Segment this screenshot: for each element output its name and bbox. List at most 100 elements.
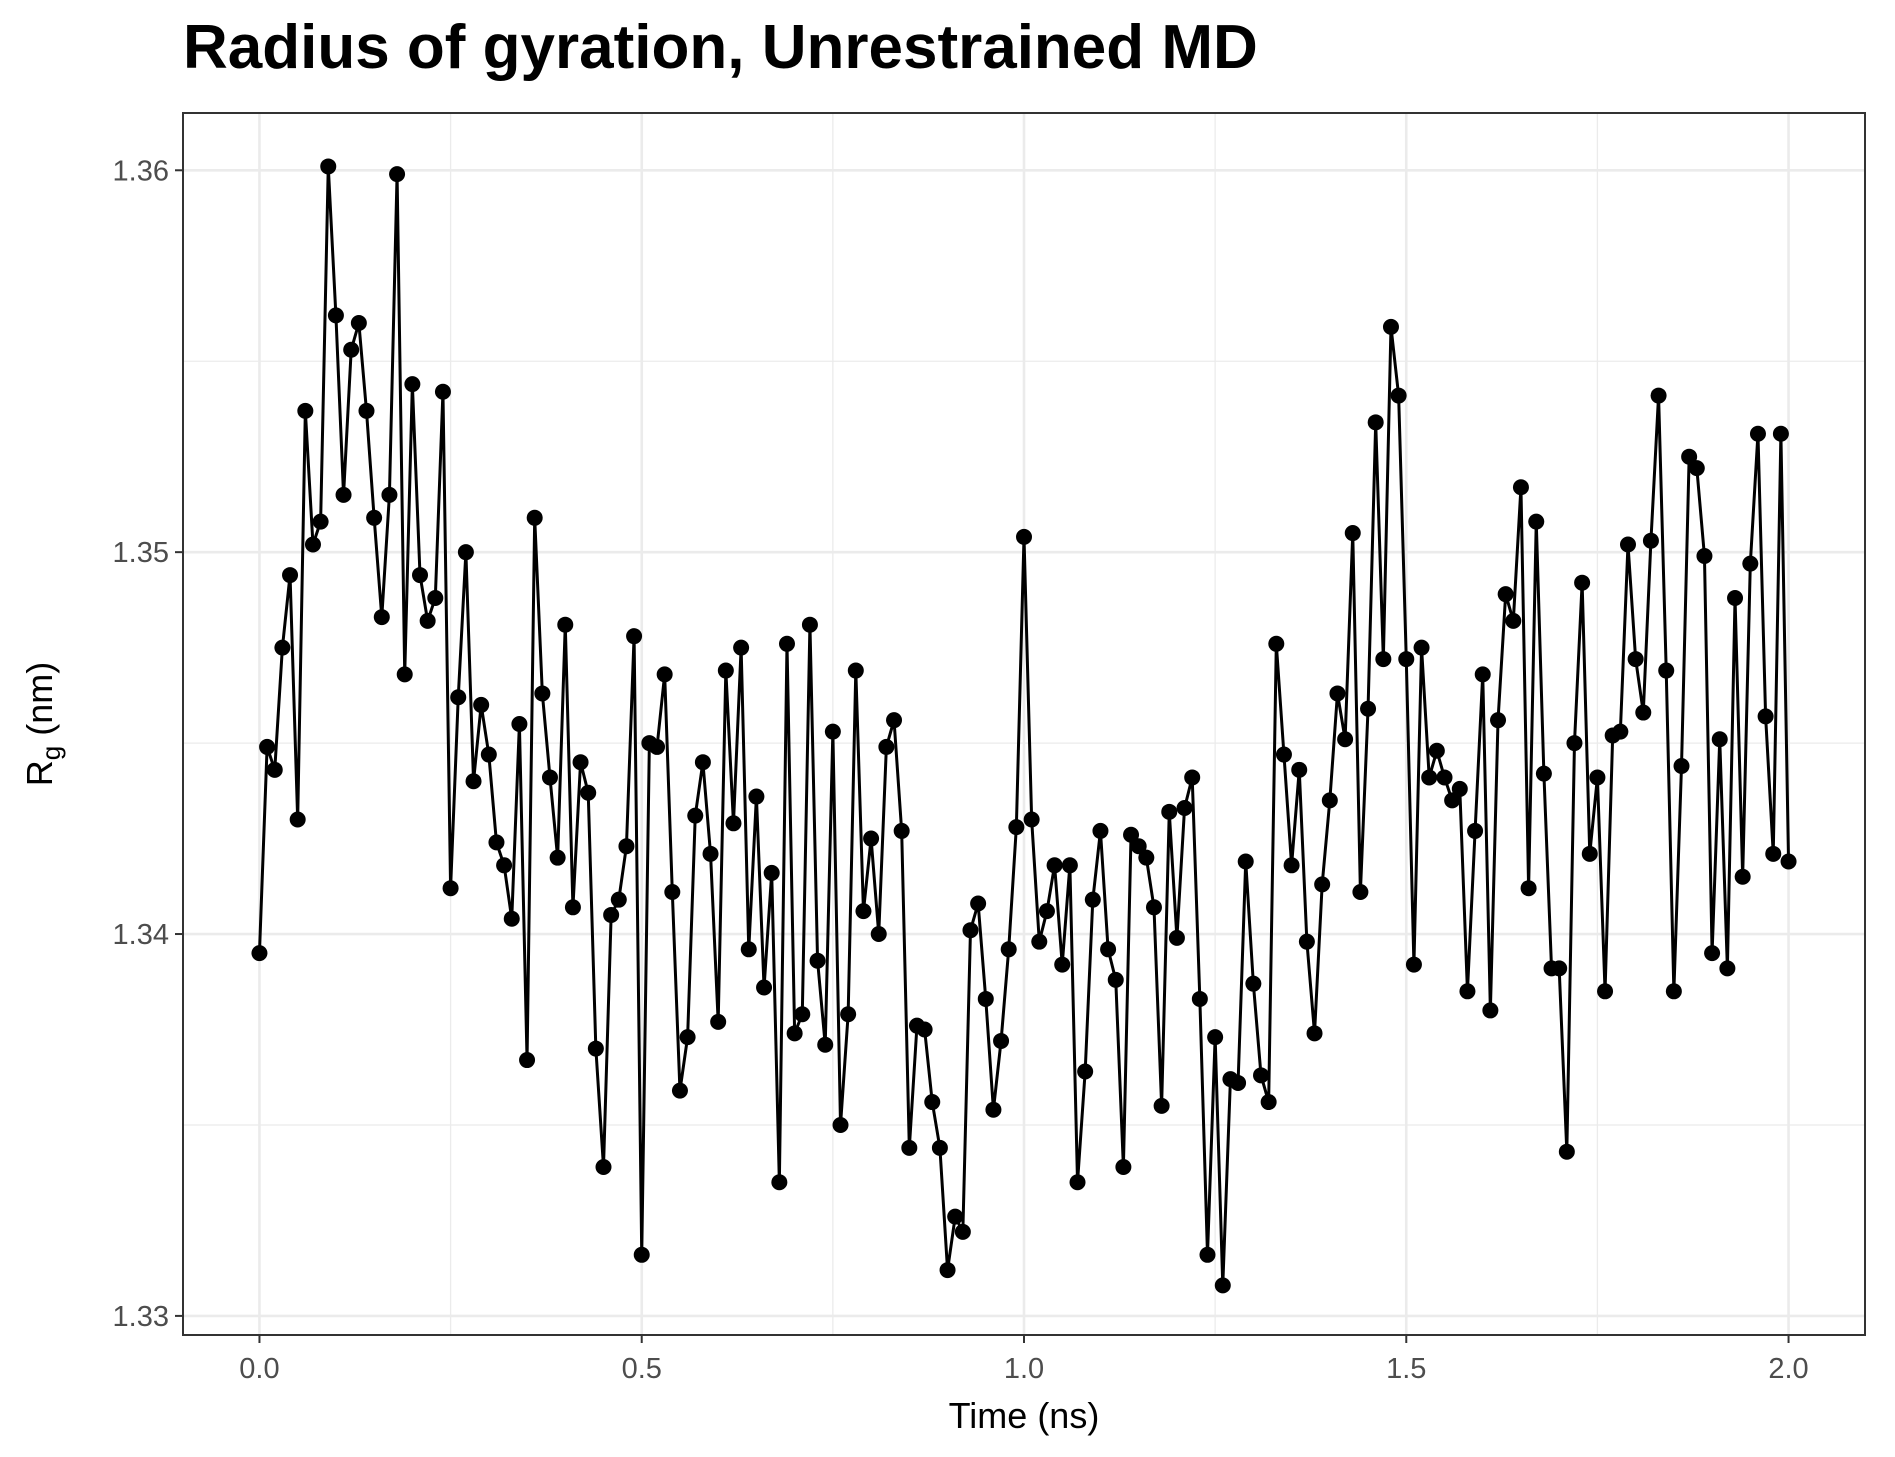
data-point [259, 738, 276, 755]
data-point [947, 1208, 964, 1225]
data-point [564, 899, 581, 916]
data-point [1505, 612, 1522, 629]
data-point [832, 1116, 849, 1133]
y-tick-label: 1.34 [113, 919, 169, 951]
data-point [1245, 975, 1262, 992]
data-point [1207, 1029, 1224, 1046]
x-tick-label: 2.0 [1768, 1353, 1808, 1385]
data-point [389, 166, 406, 183]
data-point [1681, 448, 1698, 465]
x-tick-label: 1.0 [1004, 1353, 1044, 1385]
data-point [526, 509, 543, 526]
data-point [1214, 1277, 1231, 1294]
data-point [1237, 853, 1254, 870]
data-point [1023, 811, 1040, 828]
data-point [1283, 857, 1300, 874]
data-point [1558, 1143, 1575, 1160]
data-point [1145, 899, 1162, 916]
data-point [1360, 700, 1377, 717]
data-point [1490, 712, 1507, 729]
data-point [580, 784, 597, 801]
data-point [763, 864, 780, 881]
data-point [1665, 983, 1682, 1000]
data-point [1382, 318, 1399, 335]
data-point [733, 639, 750, 656]
data-point [618, 838, 635, 855]
data-point [427, 589, 444, 606]
data-point [1658, 662, 1675, 679]
data-point [1742, 555, 1759, 572]
data-point [1138, 849, 1155, 866]
data-point [633, 1246, 650, 1263]
data-point [496, 857, 513, 874]
data-point [840, 1006, 857, 1023]
data-points [251, 158, 1797, 1294]
data-point [1100, 941, 1117, 958]
data-point [824, 723, 841, 740]
data-point [1474, 666, 1491, 683]
data-point [1711, 731, 1728, 748]
data-point [1597, 983, 1614, 1000]
data-point [626, 628, 643, 645]
y-axis-title-main: R [19, 760, 60, 786]
data-point [1421, 769, 1438, 786]
data-point [289, 811, 306, 828]
data-point [373, 609, 390, 626]
data-point [304, 536, 321, 553]
data-point [1428, 742, 1445, 759]
data-point [756, 979, 773, 996]
data-point [1092, 822, 1109, 839]
data-point [656, 666, 673, 683]
data-point [1520, 880, 1537, 897]
data-point [1512, 479, 1529, 496]
data-point [1253, 1067, 1270, 1084]
data-point [1321, 792, 1338, 809]
data-point [1375, 651, 1392, 668]
grid [183, 113, 1865, 1335]
data-point [1031, 933, 1048, 950]
data-point [595, 1158, 612, 1175]
data-point [1191, 990, 1208, 1007]
data-point [1772, 425, 1789, 442]
data-point [442, 880, 459, 897]
data-point [878, 738, 895, 755]
data-point [434, 383, 451, 400]
data-point [381, 486, 398, 503]
data-point [320, 158, 337, 175]
data-point [1467, 822, 1484, 839]
data-point [1497, 586, 1514, 603]
data-point [916, 1021, 933, 1038]
y-axis-title: Rg (nm) [19, 662, 66, 786]
data-point [327, 307, 344, 324]
data-point [1734, 868, 1751, 885]
data-point [457, 544, 474, 561]
data-point [1459, 983, 1476, 1000]
data-point [671, 1082, 688, 1099]
y-tick-label: 1.33 [113, 1301, 169, 1333]
data-point [282, 567, 299, 584]
data-point [1566, 735, 1583, 752]
data-point [396, 666, 413, 683]
data-point [901, 1139, 918, 1156]
data-point [1612, 723, 1629, 740]
data-point [480, 746, 497, 763]
data-point [1642, 532, 1659, 549]
data-point [1199, 1246, 1216, 1263]
data-point [1704, 945, 1721, 962]
x-axis-title: Time (ns) [949, 1395, 1100, 1436]
data-point [687, 807, 704, 824]
data-point [274, 639, 291, 656]
data-point [1650, 387, 1667, 404]
data-point [1727, 589, 1744, 606]
data-point [412, 567, 429, 584]
data-point [1329, 685, 1346, 702]
data-point [962, 922, 979, 939]
data-point [1627, 651, 1644, 668]
y-axis-title-subscript: g [36, 746, 66, 760]
data-point [1046, 857, 1063, 874]
data-point [473, 696, 490, 713]
data-point [786, 1025, 803, 1042]
data-point [1260, 1094, 1277, 1111]
chart-title: Radius of gyration, Unrestrained MD [183, 13, 1258, 82]
data-point [817, 1036, 834, 1053]
